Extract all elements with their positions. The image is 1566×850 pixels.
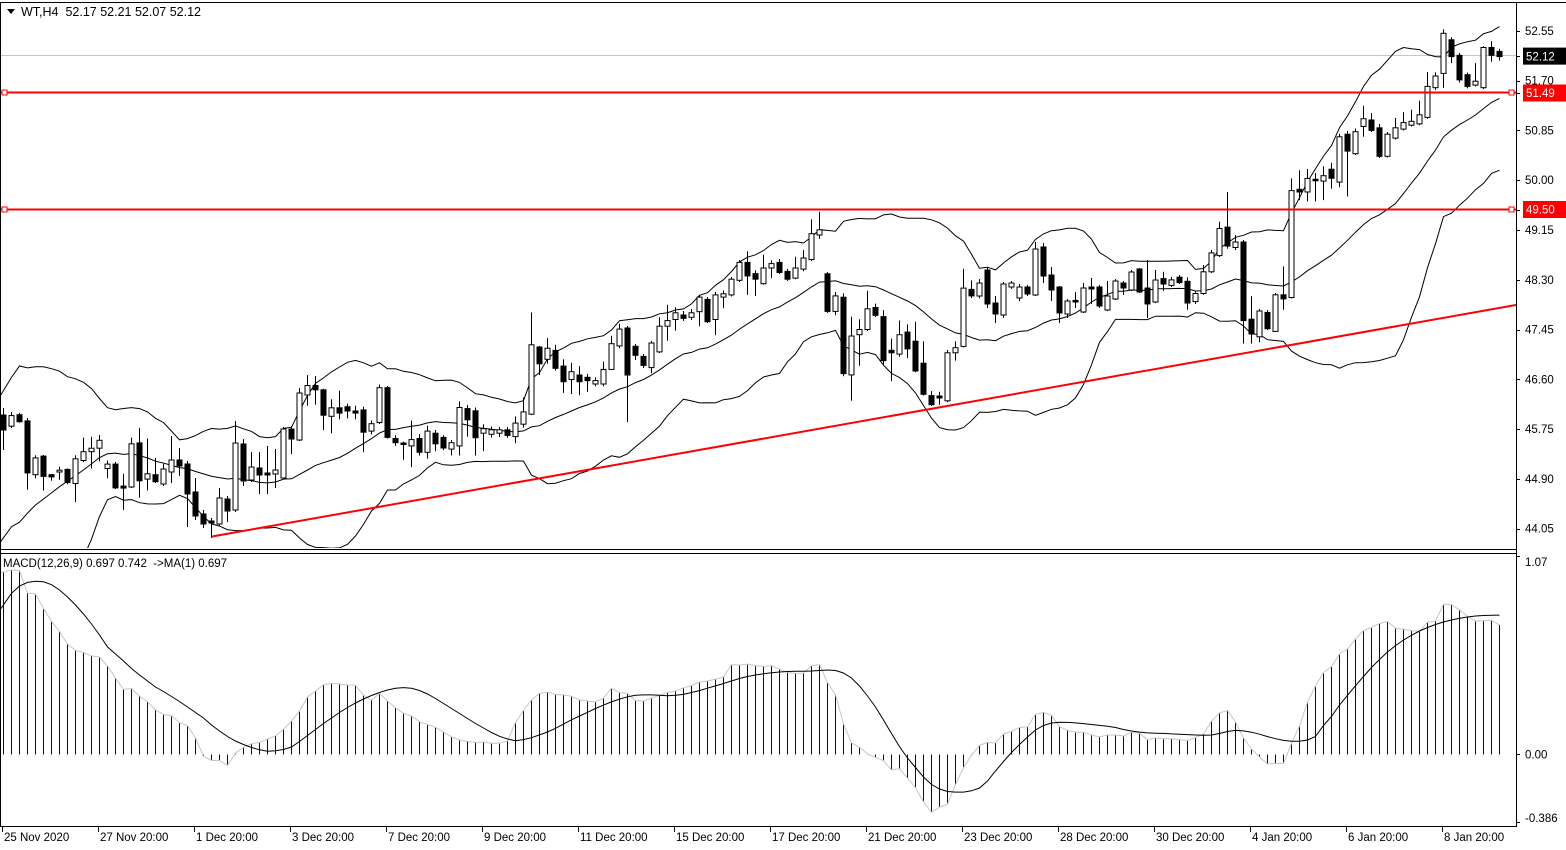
svg-text:3 Dec 20:00: 3 Dec 20:00	[292, 832, 354, 844]
svg-text:4 Jan 20:00: 4 Jan 20:00	[1252, 832, 1312, 844]
svg-text:11 Dec 20:00: 11 Dec 20:00	[580, 832, 648, 844]
svg-text:MACD(12,26,9) 0.697 0.742 ->M: MACD(12,26,9) 0.697 0.742 ->MA(1) 0.697	[3, 558, 227, 570]
svg-text:30 Dec 20:00: 30 Dec 20:00	[1156, 832, 1224, 844]
svg-text:9 Dec 20:00: 9 Dec 20:00	[484, 832, 546, 844]
svg-text:28 Dec 20:00: 28 Dec 20:00	[1060, 832, 1128, 844]
svg-text:52.12: 52.12	[1526, 51, 1555, 63]
svg-text:21 Dec 20:00: 21 Dec 20:00	[868, 832, 936, 844]
svg-text:44.05: 44.05	[1525, 524, 1554, 536]
svg-text:45.75: 45.75	[1525, 424, 1554, 436]
svg-text:49.50: 49.50	[1526, 205, 1555, 217]
svg-text:7 Dec 20:00: 7 Dec 20:00	[388, 832, 450, 844]
svg-text:44.90: 44.90	[1525, 474, 1554, 486]
svg-text:46.60: 46.60	[1525, 374, 1554, 386]
svg-text:WT,H4 52.17 52.21 52.07 52.12: WT,H4 52.17 52.21 52.07 52.12	[21, 5, 201, 19]
svg-text:48.30: 48.30	[1525, 275, 1554, 287]
svg-text:0.00: 0.00	[1525, 750, 1547, 762]
svg-text:1 Dec 20:00: 1 Dec 20:00	[196, 832, 258, 844]
svg-text:25 Nov 2020: 25 Nov 2020	[4, 832, 69, 844]
svg-text:6 Jan 20:00: 6 Jan 20:00	[1348, 832, 1408, 844]
svg-text:49.15: 49.15	[1525, 225, 1554, 237]
svg-text:15 Dec 20:00: 15 Dec 20:00	[676, 832, 744, 844]
svg-text:50.85: 50.85	[1525, 125, 1554, 137]
svg-text:27 Nov 20:00: 27 Nov 20:00	[100, 832, 168, 844]
svg-text:47.45: 47.45	[1525, 325, 1554, 337]
svg-text:1.07: 1.07	[1525, 557, 1547, 569]
svg-text:8 Jan 20:00: 8 Jan 20:00	[1444, 832, 1504, 844]
svg-text:-0.386: -0.386	[1525, 813, 1558, 825]
svg-text:50.00: 50.00	[1525, 175, 1554, 187]
svg-text:51.49: 51.49	[1526, 88, 1555, 100]
svg-text:23 Dec 20:00: 23 Dec 20:00	[964, 832, 1032, 844]
svg-text:52.55: 52.55	[1525, 26, 1554, 38]
svg-text:17 Dec 20:00: 17 Dec 20:00	[772, 832, 840, 844]
